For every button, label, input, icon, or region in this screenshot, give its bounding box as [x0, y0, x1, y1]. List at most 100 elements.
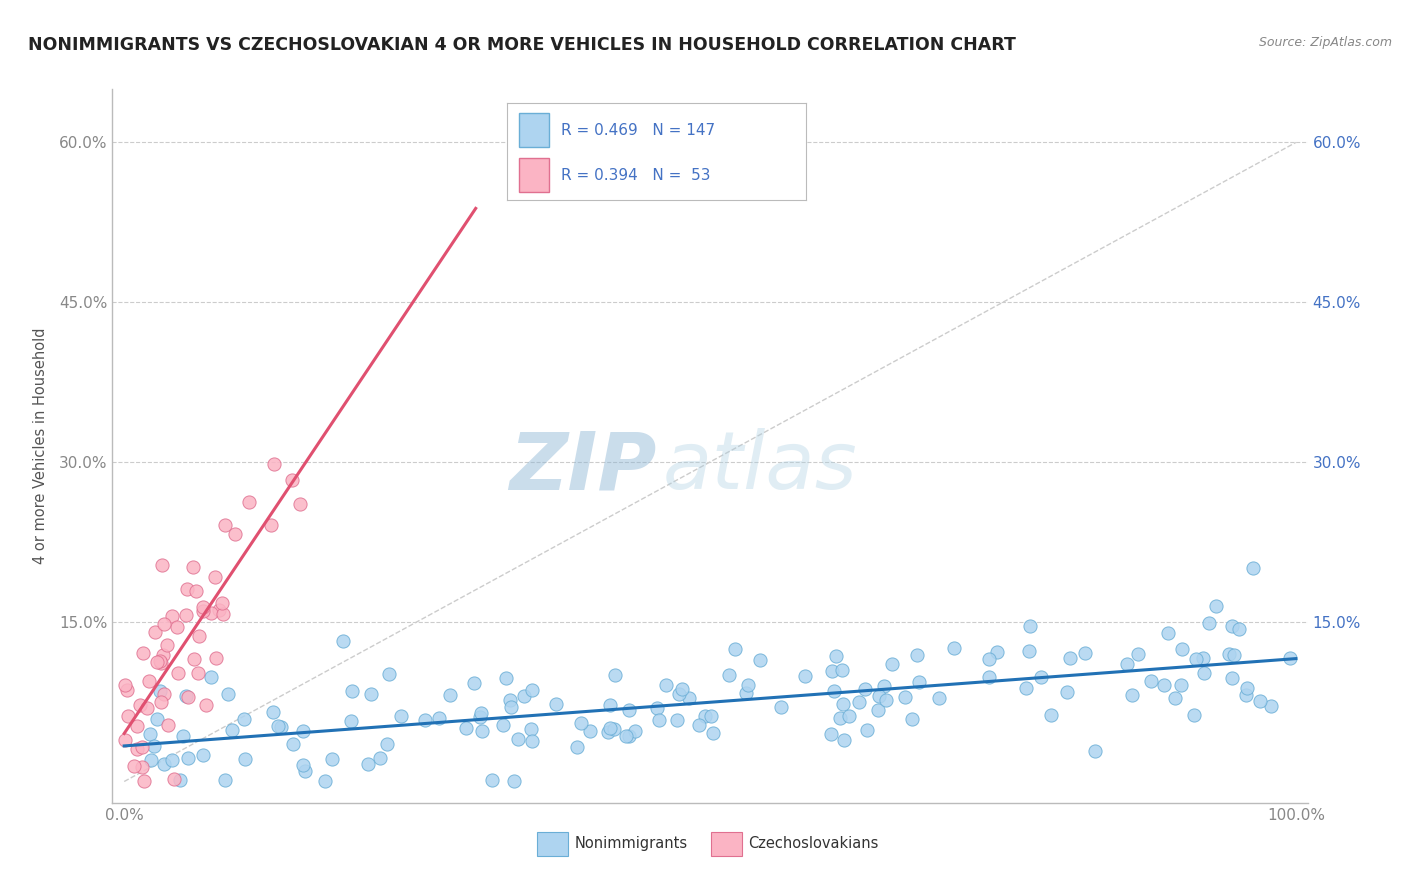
Point [281, 737, 304, 751]
Point [977, 652, 1000, 666]
Point [292, 723, 315, 738]
Point [943, 641, 966, 656]
Point [183, 652, 205, 666]
Point [233, 712, 256, 726]
Point [166, 620, 188, 634]
Point [1241, 561, 1264, 575]
Point [132, 774, 155, 789]
Point [1031, 670, 1053, 684]
Point [291, 758, 314, 772]
Point [413, 714, 436, 728]
Point [492, 717, 515, 731]
Point [321, 752, 343, 766]
Point [853, 682, 876, 697]
Point [1227, 622, 1250, 636]
Point [152, 648, 174, 663]
Point [427, 711, 450, 725]
Point [648, 713, 671, 727]
Point [172, 730, 194, 744]
Point [986, 645, 1008, 659]
Point [1182, 707, 1205, 722]
Point [1218, 647, 1240, 661]
Point [221, 723, 243, 737]
Point [139, 727, 162, 741]
Point [1223, 648, 1246, 663]
Point [520, 723, 543, 737]
Point [127, 719, 149, 733]
Point [368, 750, 391, 764]
Point [823, 684, 845, 698]
Point [1279, 650, 1302, 665]
Point [454, 722, 477, 736]
Point [1121, 688, 1143, 702]
Point [204, 569, 226, 583]
Point [1220, 671, 1243, 685]
Point [114, 733, 136, 747]
Point [177, 751, 200, 765]
Point [357, 757, 380, 772]
Point [314, 774, 336, 789]
Point [214, 772, 236, 787]
Point [1236, 688, 1258, 702]
Point [569, 716, 592, 731]
Point [153, 688, 176, 702]
Point [181, 559, 204, 574]
Point [360, 687, 382, 701]
Point [832, 733, 855, 747]
Point [176, 582, 198, 596]
Point [869, 689, 891, 703]
Point [873, 680, 896, 694]
Point [262, 705, 284, 719]
Point [129, 698, 152, 713]
Point [1074, 646, 1097, 660]
Point [614, 729, 637, 743]
Point [1059, 651, 1081, 665]
Point [138, 673, 160, 688]
Point [205, 651, 228, 665]
Point [830, 711, 852, 725]
Point [875, 693, 897, 707]
Point [162, 608, 184, 623]
Point [856, 723, 879, 737]
Point [233, 752, 256, 766]
Point [1018, 644, 1040, 658]
Point [1236, 681, 1258, 696]
Point [501, 700, 523, 714]
Point [724, 641, 747, 656]
Point [294, 764, 316, 779]
Point [131, 760, 153, 774]
Point [208, 603, 231, 617]
Point [150, 558, 173, 573]
Text: ZIP: ZIP [509, 428, 657, 507]
Point [200, 670, 222, 684]
Point [749, 652, 772, 666]
Point [1040, 707, 1063, 722]
Point [928, 690, 950, 705]
Point [150, 695, 173, 709]
Y-axis label: 4 or more Vehicles in Household: 4 or more Vehicles in Household [32, 327, 48, 565]
Point [880, 657, 903, 671]
Point [470, 706, 492, 720]
Point [1260, 698, 1282, 713]
Point [340, 714, 363, 729]
Point [260, 518, 283, 533]
Point [378, 666, 401, 681]
Point [735, 686, 758, 700]
Point [655, 678, 678, 692]
Point [263, 457, 285, 471]
Point [1014, 681, 1036, 695]
Point [579, 724, 602, 739]
Point [894, 690, 917, 705]
Point [270, 720, 292, 734]
Point [603, 668, 626, 682]
Point [617, 729, 640, 743]
Point [506, 732, 529, 747]
Point [678, 690, 700, 705]
Point [193, 600, 215, 615]
Point [124, 759, 146, 773]
Point [503, 774, 526, 789]
Point [146, 713, 169, 727]
Point [1115, 657, 1137, 671]
Point [495, 671, 517, 685]
Point [907, 674, 929, 689]
